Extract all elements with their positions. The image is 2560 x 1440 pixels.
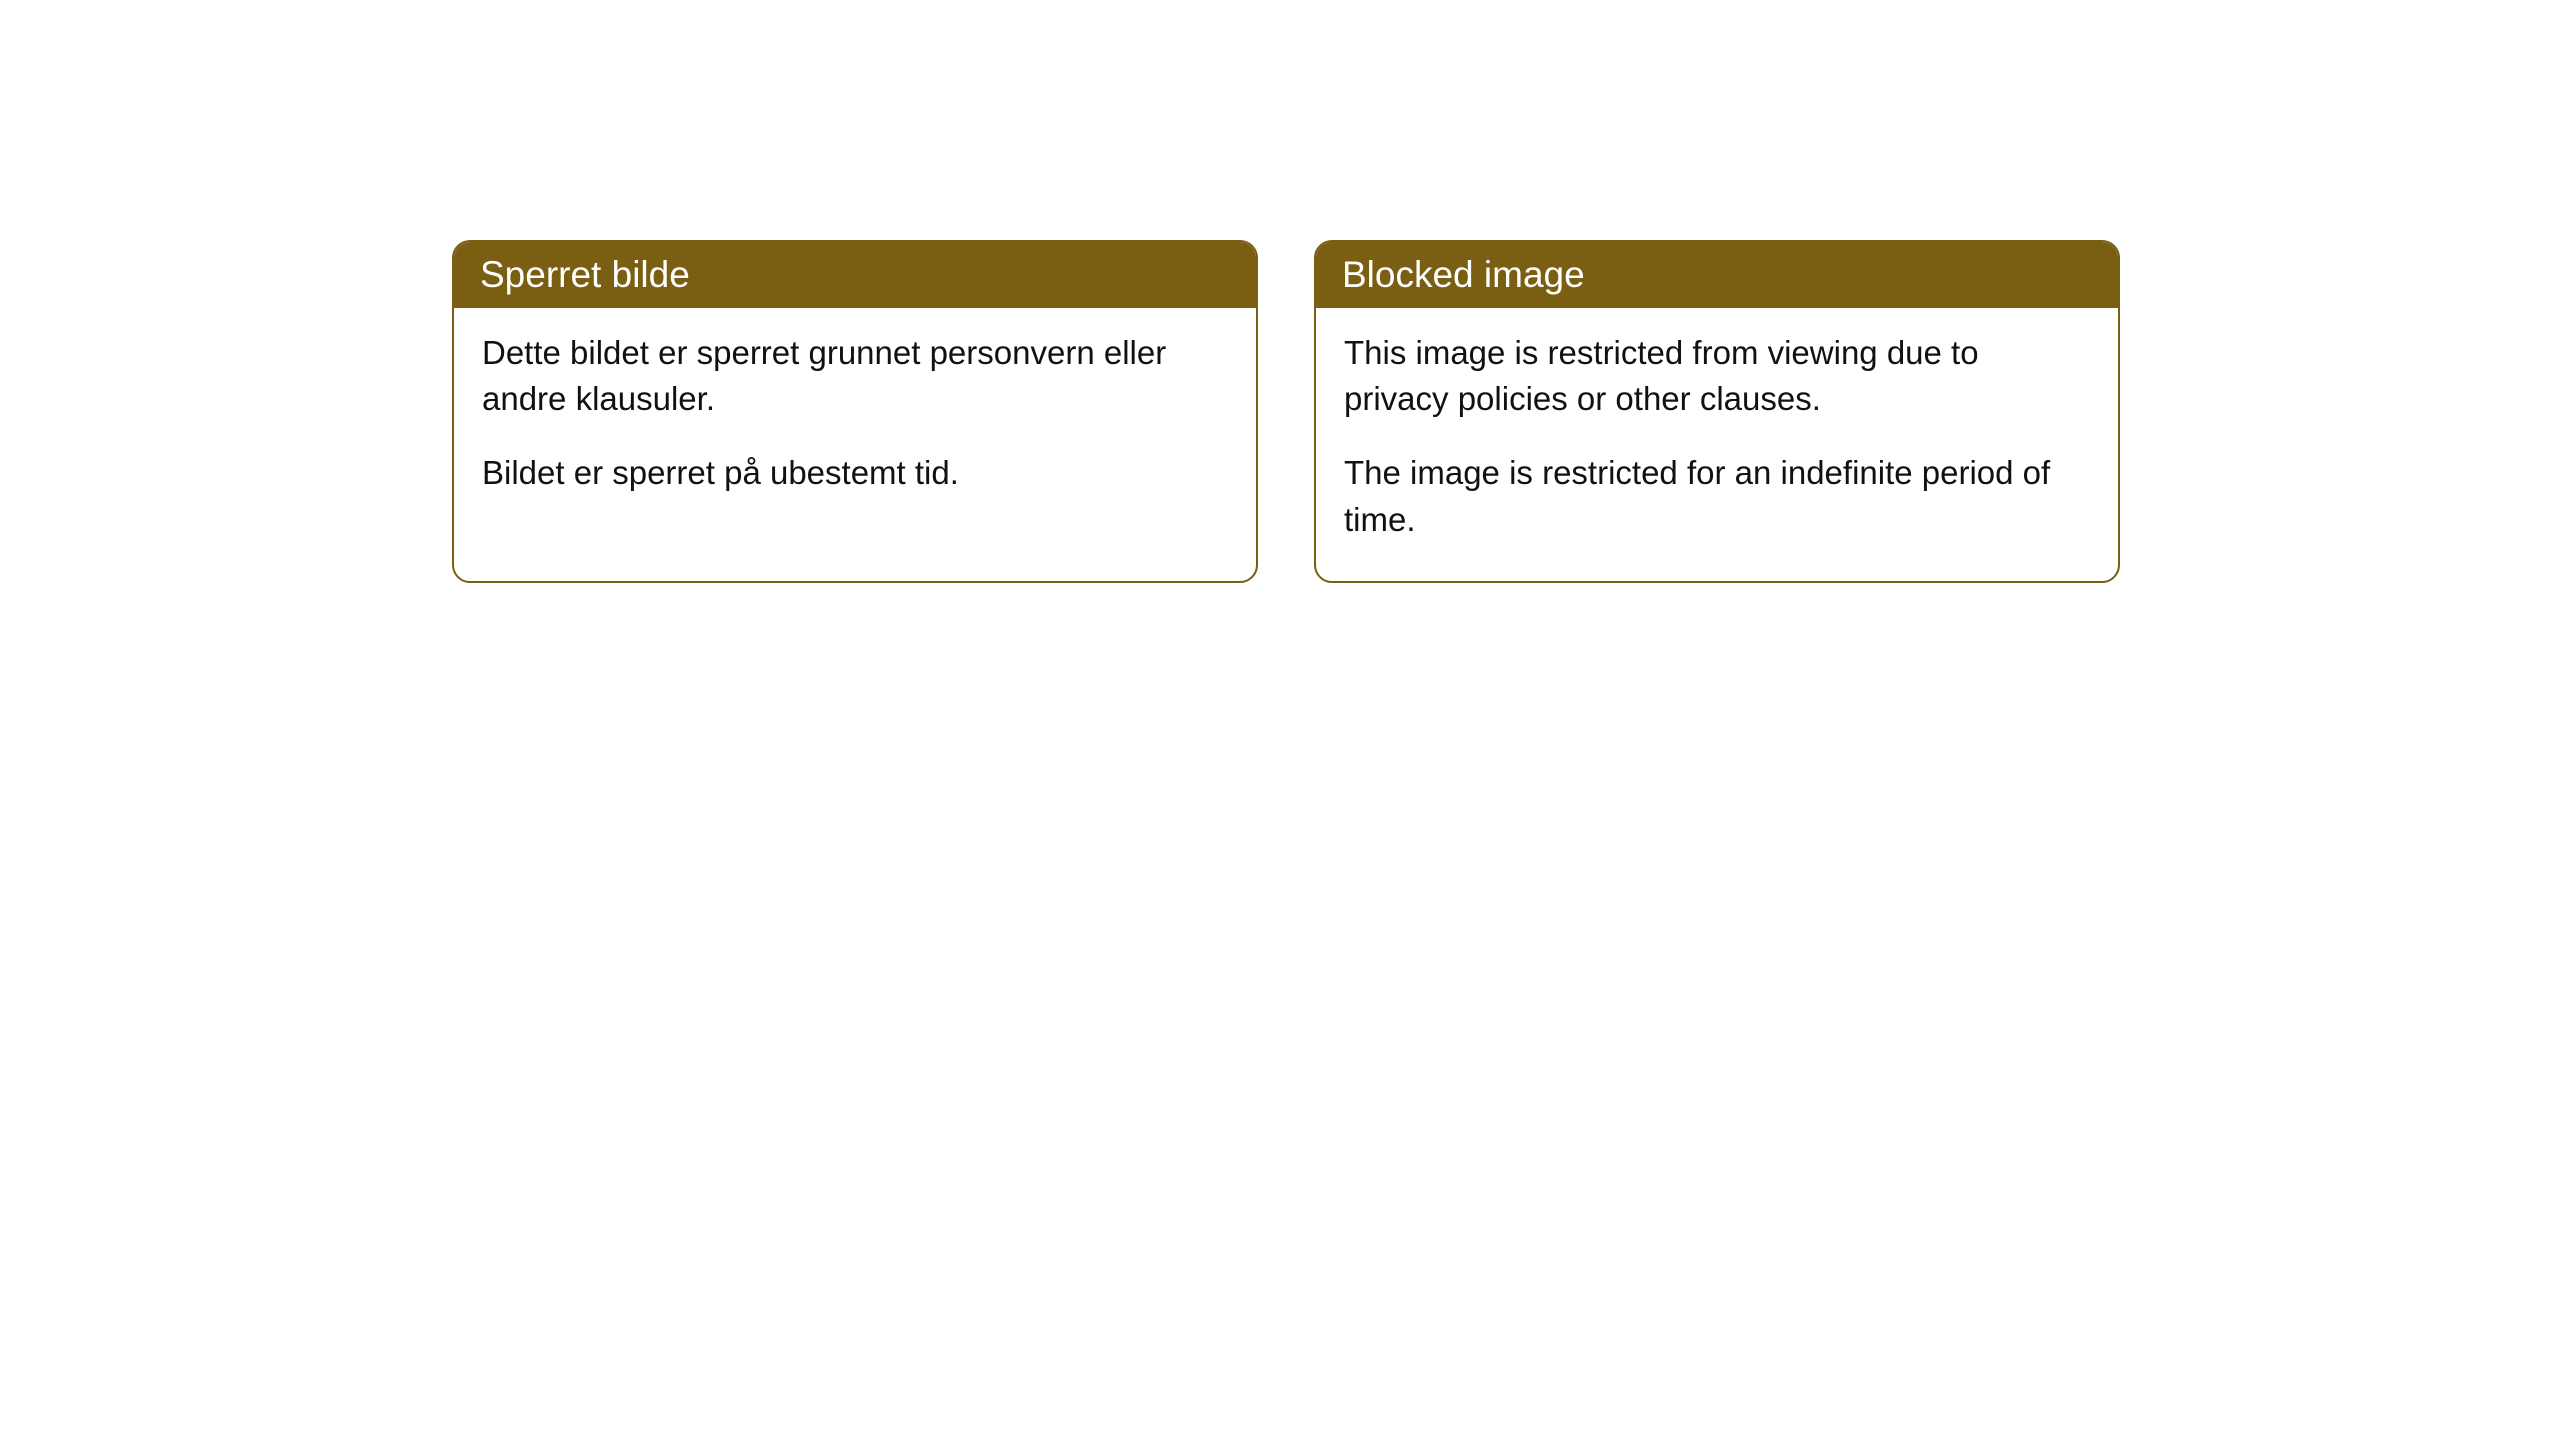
card-paragraph: Dette bildet er sperret grunnet personve… (482, 330, 1228, 422)
blocked-image-card-norwegian: Sperret bilde Dette bildet er sperret gr… (452, 240, 1258, 583)
card-body: Dette bildet er sperret grunnet personve… (454, 308, 1256, 535)
card-paragraph: Bildet er sperret på ubestemt tid. (482, 450, 1228, 496)
notice-cards-container: Sperret bilde Dette bildet er sperret gr… (0, 0, 2560, 583)
blocked-image-card-english: Blocked image This image is restricted f… (1314, 240, 2120, 583)
card-header: Sperret bilde (454, 242, 1256, 308)
card-title: Blocked image (1342, 254, 1585, 295)
card-header: Blocked image (1316, 242, 2118, 308)
card-body: This image is restricted from viewing du… (1316, 308, 2118, 581)
card-title: Sperret bilde (480, 254, 690, 295)
card-paragraph: This image is restricted from viewing du… (1344, 330, 2090, 422)
card-paragraph: The image is restricted for an indefinit… (1344, 450, 2090, 542)
